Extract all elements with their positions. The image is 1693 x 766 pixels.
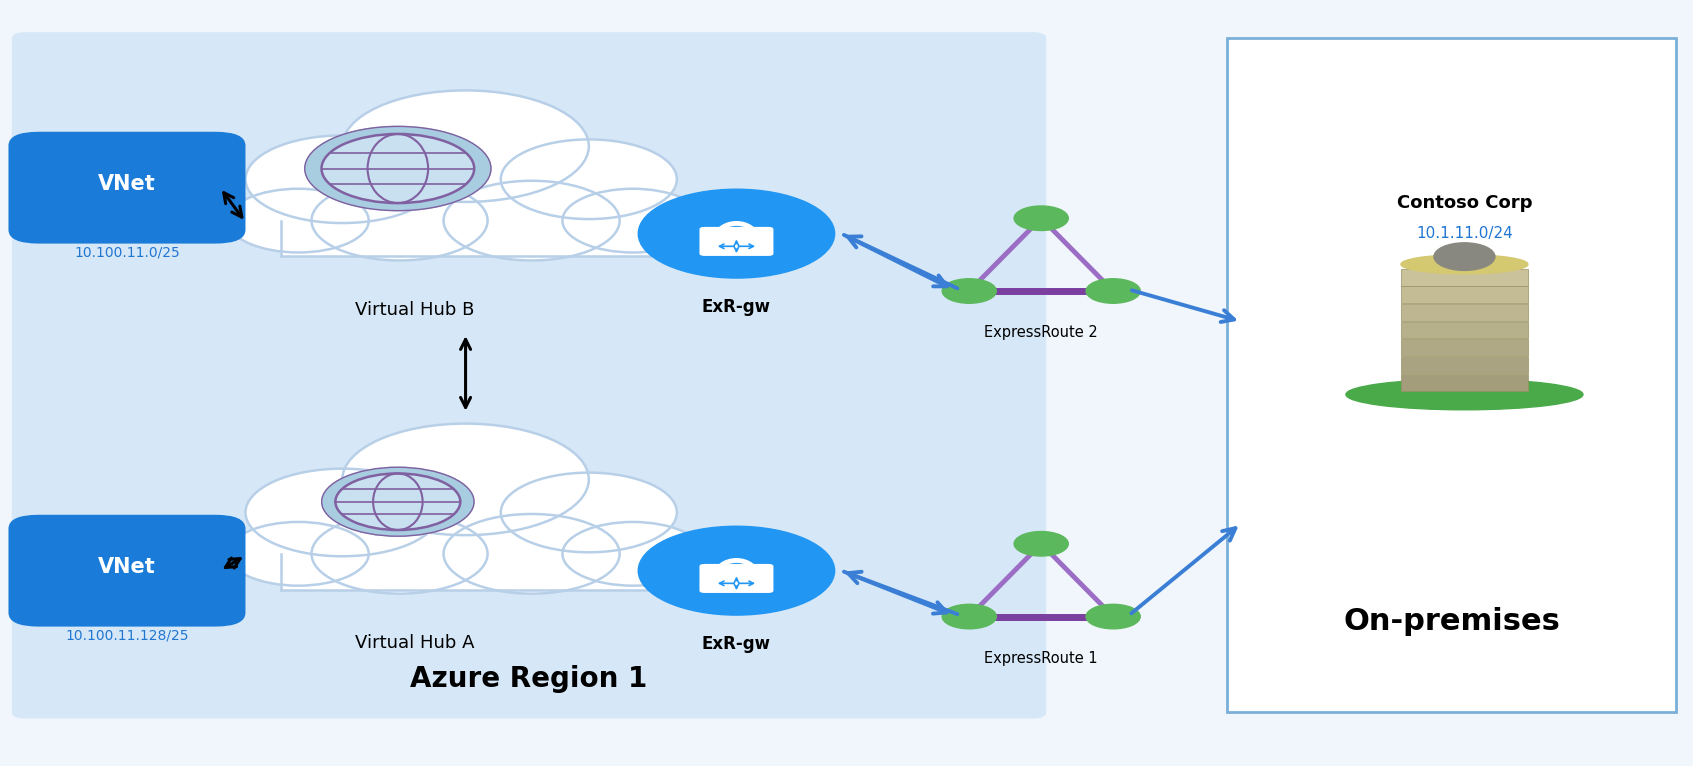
Circle shape [562, 188, 703, 253]
FancyBboxPatch shape [8, 132, 245, 244]
Circle shape [229, 188, 369, 253]
Text: 10.100.11.0/25: 10.100.11.0/25 [74, 246, 179, 260]
FancyBboxPatch shape [8, 515, 245, 627]
Text: 10.1.11.0/24: 10.1.11.0/24 [1415, 226, 1514, 241]
Circle shape [342, 90, 589, 202]
Circle shape [501, 473, 677, 552]
Circle shape [1434, 243, 1495, 270]
Circle shape [312, 514, 488, 594]
Circle shape [1014, 206, 1068, 231]
FancyBboxPatch shape [699, 564, 774, 593]
Circle shape [312, 181, 488, 260]
Circle shape [444, 514, 620, 594]
Circle shape [322, 467, 474, 536]
Text: Contoso Corp: Contoso Corp [1397, 194, 1532, 212]
Text: Virtual Hub B: Virtual Hub B [356, 301, 474, 319]
Text: ExpressRoute 1: ExpressRoute 1 [984, 651, 1099, 666]
Circle shape [943, 279, 995, 303]
FancyBboxPatch shape [1402, 269, 1527, 286]
Circle shape [229, 522, 369, 586]
Circle shape [335, 473, 460, 530]
FancyBboxPatch shape [1402, 339, 1527, 355]
FancyBboxPatch shape [1402, 356, 1527, 373]
FancyBboxPatch shape [1402, 322, 1527, 338]
Ellipse shape [1346, 379, 1583, 410]
Text: VNet: VNet [98, 174, 156, 194]
Text: 10.100.11.128/25: 10.100.11.128/25 [66, 629, 188, 643]
Circle shape [501, 139, 677, 219]
FancyBboxPatch shape [1402, 286, 1527, 303]
Text: VNet: VNet [98, 557, 156, 577]
Circle shape [638, 189, 835, 278]
Ellipse shape [1402, 254, 1527, 274]
FancyBboxPatch shape [12, 32, 1046, 719]
Circle shape [305, 126, 491, 211]
FancyBboxPatch shape [699, 227, 774, 256]
Text: ExR-gw: ExR-gw [703, 635, 770, 653]
Text: Azure Region 1: Azure Region 1 [410, 665, 648, 693]
Circle shape [322, 134, 474, 203]
Circle shape [1087, 279, 1141, 303]
Circle shape [638, 526, 835, 615]
FancyBboxPatch shape [281, 196, 650, 257]
Circle shape [562, 522, 703, 586]
FancyBboxPatch shape [281, 529, 650, 590]
FancyBboxPatch shape [1227, 38, 1676, 712]
Circle shape [342, 424, 589, 535]
Circle shape [444, 181, 620, 260]
Circle shape [245, 136, 438, 223]
Text: Virtual Hub A: Virtual Hub A [356, 634, 474, 653]
FancyBboxPatch shape [1402, 304, 1527, 321]
Text: ExpressRoute 2: ExpressRoute 2 [984, 326, 1099, 340]
Text: ExR-gw: ExR-gw [703, 298, 770, 316]
Circle shape [943, 604, 995, 629]
Circle shape [245, 469, 438, 556]
Circle shape [1087, 604, 1141, 629]
FancyBboxPatch shape [1402, 374, 1527, 391]
Circle shape [1014, 532, 1068, 556]
Text: On-premises: On-premises [1343, 607, 1561, 636]
